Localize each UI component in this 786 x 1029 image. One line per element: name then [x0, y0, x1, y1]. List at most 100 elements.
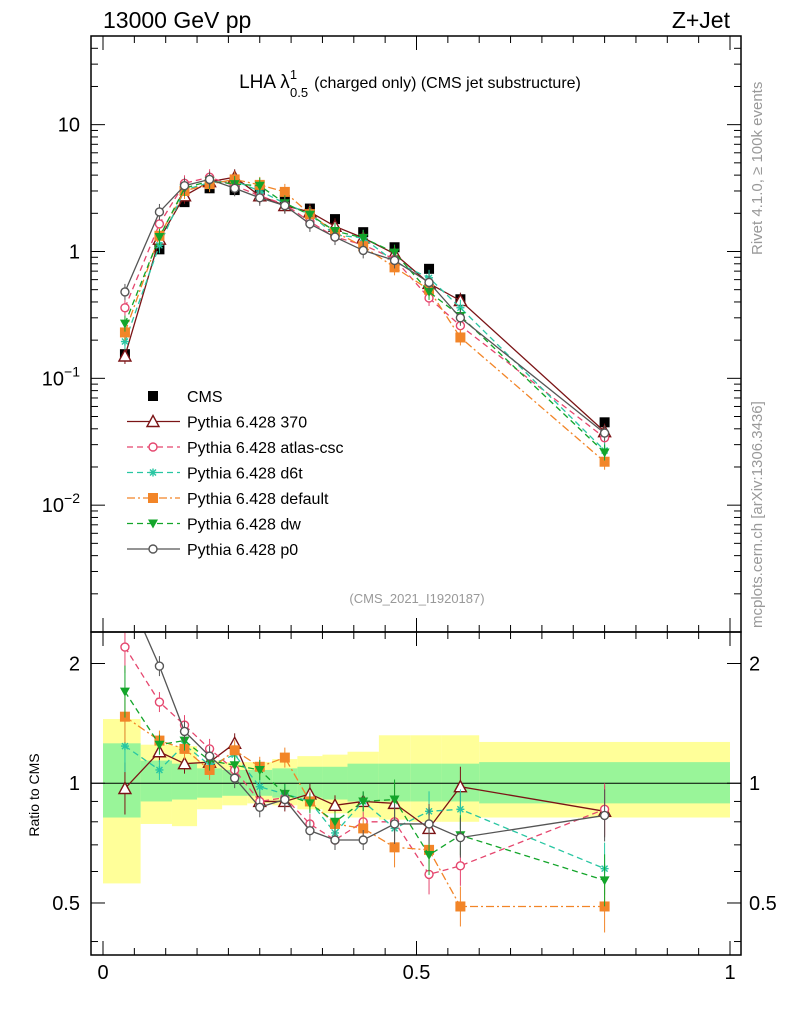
ratio-point — [329, 817, 340, 827]
ratio-point — [424, 851, 435, 861]
legend-label: Pythia 6.428 dw — [187, 517, 301, 534]
ratio-y-tick-label-right: 1 — [749, 773, 760, 795]
ratio-point — [121, 584, 129, 592]
data-point — [389, 255, 400, 266]
ratio-point — [456, 805, 465, 814]
ratio-point — [154, 740, 165, 750]
y-tick-label: 1 — [69, 241, 80, 263]
ratio-y-tick-label: 1 — [69, 773, 80, 795]
legend-marker — [148, 493, 158, 503]
ratio-point — [229, 761, 240, 771]
ratio-point — [305, 825, 315, 836]
legend-item: Pythia 6.428 d6t — [127, 466, 303, 483]
ratio-point — [177, 756, 192, 770]
ratio-point — [117, 781, 133, 795]
ratio-point — [155, 765, 164, 774]
ratio-point — [330, 835, 340, 845]
data-point — [456, 303, 465, 312]
data-point — [424, 277, 434, 288]
ratio-point — [599, 810, 610, 821]
title-sup: 1 — [290, 67, 297, 82]
ratio-line-3 — [124, 716, 605, 908]
x-tick-label: 0.5 — [403, 962, 431, 984]
legend-marker — [148, 544, 158, 554]
data-point — [455, 332, 466, 343]
ratio-point — [229, 745, 240, 756]
data-point — [254, 181, 265, 191]
data-point — [358, 245, 368, 256]
data-point — [119, 319, 130, 329]
data-point — [229, 183, 240, 193]
legend-label: Pythia 6.428 atlas-csc — [187, 440, 344, 457]
data-point — [154, 233, 165, 243]
ratio-point — [455, 901, 466, 912]
ratio-point — [358, 797, 369, 807]
legend-label: Pythia 6.428 p0 — [187, 542, 298, 559]
data-point — [424, 287, 435, 297]
ratio-point — [120, 742, 129, 751]
data-point — [424, 263, 435, 274]
data-point — [455, 313, 466, 323]
legend-marker — [149, 468, 157, 477]
y-tick-label: 10−2 — [42, 490, 80, 517]
ratio-line-5 — [143, 632, 605, 841]
legend-label: Pythia 6.428 370 — [187, 415, 307, 432]
ratio-point — [255, 782, 264, 791]
ratio-point — [389, 842, 400, 853]
x-tick-label: 0 — [97, 962, 108, 984]
ratio-y-tick-label: 2 — [69, 653, 80, 675]
data-point — [179, 181, 190, 191]
data-point — [255, 193, 265, 203]
x-tick-label: 1 — [724, 962, 735, 984]
legend-item: Pythia 6.428 default — [127, 491, 329, 508]
ratio-point — [255, 802, 265, 812]
uncertainty-band-inner — [410, 763, 442, 802]
watermark: (CMS_2021_I1920187) — [349, 591, 484, 606]
data-point — [599, 456, 610, 467]
title-suffix: (charged only) (CMS jet substructure) — [314, 75, 581, 92]
y-tick-label: 10−1 — [42, 363, 80, 390]
data-point — [304, 210, 315, 220]
data-point — [279, 186, 290, 197]
legend-marker — [145, 414, 161, 428]
data-point — [154, 207, 165, 217]
mcplots-label: mcplots.cern.ch [arXiv:1306.3436] — [749, 401, 766, 628]
ratio-point — [599, 876, 610, 886]
ratio-point — [389, 819, 400, 829]
ratio-point — [455, 832, 466, 843]
ratio-point — [120, 642, 130, 652]
data-point — [204, 174, 215, 185]
legend-label: CMS — [187, 389, 223, 406]
ratio-plot: 2 2 1 1 0.5 0.5 0 0.5 1 Ratio to CMS — [26, 584, 777, 984]
legend-marker — [148, 519, 158, 529]
data-point — [599, 428, 610, 438]
process-label: Z+Jet — [672, 7, 731, 33]
data-point — [330, 232, 340, 242]
ratio-y-tick-label-right: 0.5 — [749, 893, 777, 915]
legend-item: CMS — [148, 389, 223, 406]
main-title: LHA λ1 0.5 (charged only) (CMS jet substru… — [239, 67, 581, 100]
data-point — [358, 233, 369, 243]
energy-label: 13000 GeV pp — [103, 7, 251, 33]
ratio-y-tick-label: 0.5 — [52, 893, 80, 915]
title-main: LHA λ — [239, 72, 290, 93]
title-sub: 0.5 — [290, 85, 308, 100]
ratio-point — [154, 697, 165, 707]
ratio-point — [424, 819, 434, 829]
data-point — [120, 287, 130, 297]
legend-item: Pythia 6.428 370 — [127, 414, 307, 432]
ratio-y-tick-label-right: 2 — [749, 653, 760, 675]
ratio-point — [599, 901, 610, 912]
uncertainty-band-inner — [103, 743, 141, 818]
data-point — [280, 200, 290, 211]
legend-item: Pythia 6.428 atlas-csc — [127, 440, 344, 457]
legend-label: Pythia 6.428 d6t — [187, 466, 303, 483]
legend: CMS Pythia 6.428 370 Pythia 6.428 atlas-cs… — [127, 389, 344, 559]
ratio-point — [358, 835, 368, 845]
rivet-label: Rivet 4.1.0, ≥ 100k events — [749, 82, 766, 255]
ratio-point — [280, 794, 290, 805]
data-point — [119, 327, 130, 338]
ratio-point — [358, 823, 369, 834]
data-point — [154, 219, 165, 229]
